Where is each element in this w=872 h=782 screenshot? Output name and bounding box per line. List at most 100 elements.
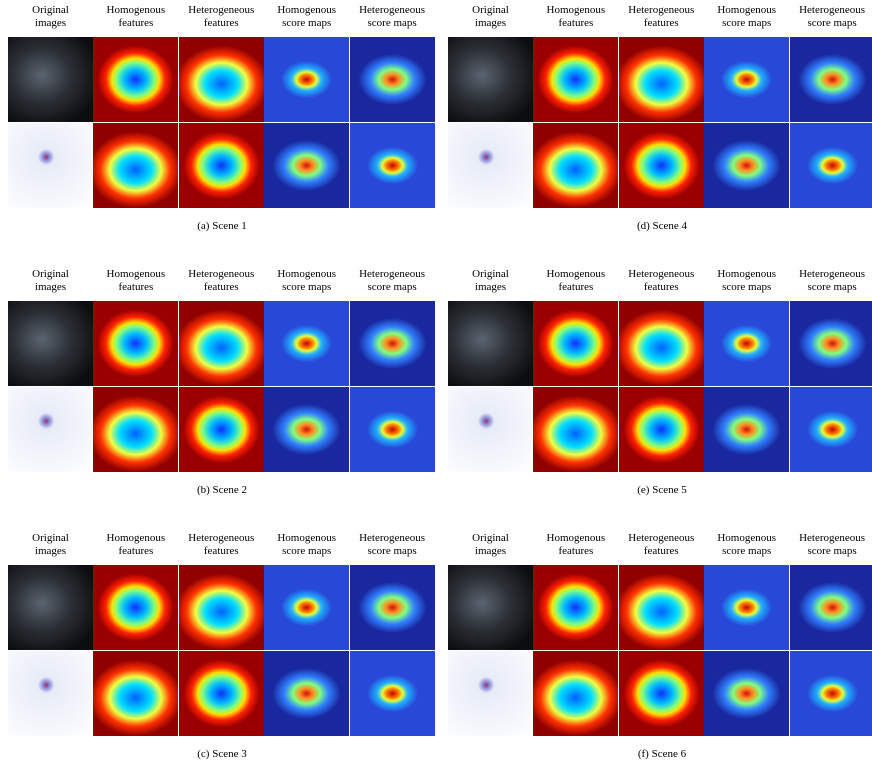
image-cell — [704, 301, 789, 386]
image-cell — [350, 387, 435, 472]
header-line: Homogenous — [533, 4, 618, 17]
image-cell — [448, 301, 533, 386]
header-line: Homogenous — [264, 4, 349, 17]
header-line: features — [533, 17, 618, 30]
image-cell — [350, 565, 435, 650]
panel-caption: (b) Scene 2 — [8, 484, 436, 496]
header-line: Heterogeneous — [790, 268, 872, 281]
header-line: images — [448, 281, 533, 294]
image-cell — [533, 651, 618, 736]
image-cell — [264, 123, 349, 208]
image-cell — [179, 565, 264, 650]
panel-caption: (e) Scene 5 — [448, 484, 872, 496]
image-cell — [264, 301, 349, 386]
image-cell — [619, 123, 704, 208]
header-line: Heterogeneous — [619, 268, 704, 281]
header-line: Homogenous — [264, 532, 349, 545]
image-cell — [619, 651, 704, 736]
header-line: Heterogeneous — [790, 532, 872, 545]
image-cell — [704, 651, 789, 736]
header-line: features — [93, 17, 178, 30]
image-cell — [93, 37, 178, 122]
image-cell — [790, 565, 872, 650]
image-cell — [93, 387, 178, 472]
header-line: features — [533, 281, 618, 294]
figure: {"columns": [["Original", "images"], ["H… — [0, 0, 872, 762]
header-line: Homogenous — [93, 532, 178, 545]
image-cell — [8, 301, 93, 386]
header-line: Heterogeneous — [179, 268, 264, 281]
image-cell — [350, 37, 435, 122]
header-line: images — [448, 17, 533, 30]
image-cell — [619, 301, 704, 386]
header-line: features — [619, 281, 704, 294]
image-cell — [533, 37, 618, 122]
image-cell — [93, 565, 178, 650]
header-line: score maps — [704, 281, 789, 294]
header-line: Original — [448, 4, 533, 17]
header-line: Heterogeneous — [350, 4, 435, 17]
header-line: score maps — [790, 281, 872, 294]
image-cell — [790, 37, 872, 122]
header-line: Heterogeneous — [179, 4, 264, 17]
header-line: score maps — [790, 17, 872, 30]
header-line: images — [8, 545, 93, 558]
header-line: Original — [8, 4, 93, 17]
image-cell — [448, 651, 533, 736]
header-line: Homogenous — [533, 532, 618, 545]
image-cell — [790, 301, 872, 386]
header-line: Homogenous — [264, 268, 349, 281]
header-line: score maps — [350, 545, 435, 558]
image-cell — [619, 387, 704, 472]
header-line: Heterogeneous — [619, 532, 704, 545]
image-cell — [619, 37, 704, 122]
header-line: Homogenous — [533, 268, 618, 281]
image-cell — [8, 37, 93, 122]
image-cell — [179, 301, 264, 386]
image-cell — [8, 387, 93, 472]
header-line: score maps — [350, 17, 435, 30]
header-line: score maps — [790, 545, 872, 558]
header-line: Homogenous — [704, 268, 789, 281]
image-cell — [264, 37, 349, 122]
image-cell — [93, 301, 178, 386]
panel-caption: (a) Scene 1 — [8, 220, 436, 232]
header-line: features — [533, 545, 618, 558]
header-line: features — [179, 17, 264, 30]
image-cell — [8, 123, 93, 208]
header-line: Original — [8, 268, 93, 281]
image-cell — [264, 565, 349, 650]
header-line: features — [619, 545, 704, 558]
panel-caption: (d) Scene 4 — [448, 220, 872, 232]
image-cell — [179, 37, 264, 122]
header-line: Heterogeneous — [619, 4, 704, 17]
header-line: images — [8, 281, 93, 294]
header-line: score maps — [704, 17, 789, 30]
image-cell — [448, 387, 533, 472]
header-line: score maps — [264, 545, 349, 558]
header-line: features — [619, 17, 704, 30]
